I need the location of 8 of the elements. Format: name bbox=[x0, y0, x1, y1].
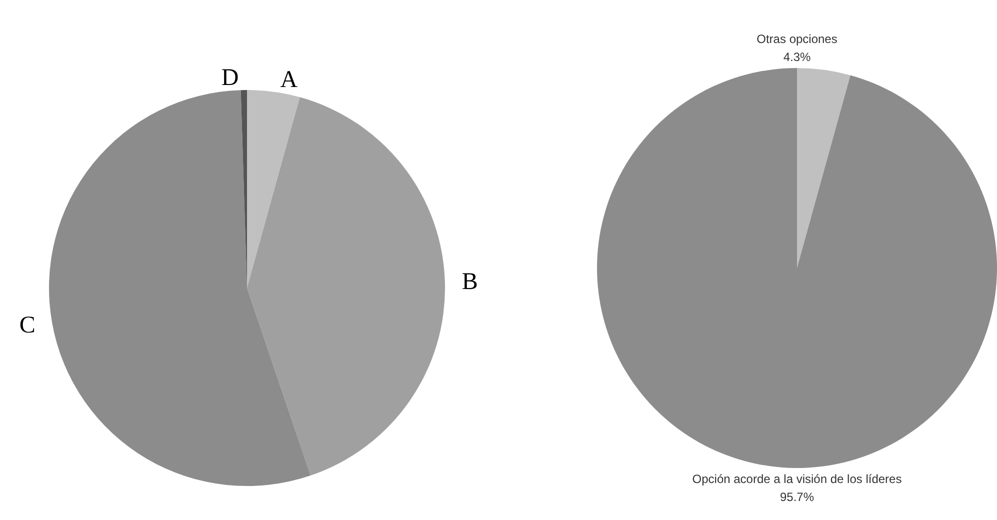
slice-label: B bbox=[462, 269, 478, 296]
slice-label: Opción acorde a la visión de los líderes bbox=[692, 472, 902, 486]
slice-label: C bbox=[19, 312, 36, 338]
slice-label: A bbox=[280, 66, 298, 93]
slice-label: D bbox=[221, 65, 239, 92]
data-label: 4.3% bbox=[783, 50, 811, 64]
slice-label: Otras opciones bbox=[756, 32, 838, 46]
data-label: 95.7% bbox=[780, 490, 814, 504]
